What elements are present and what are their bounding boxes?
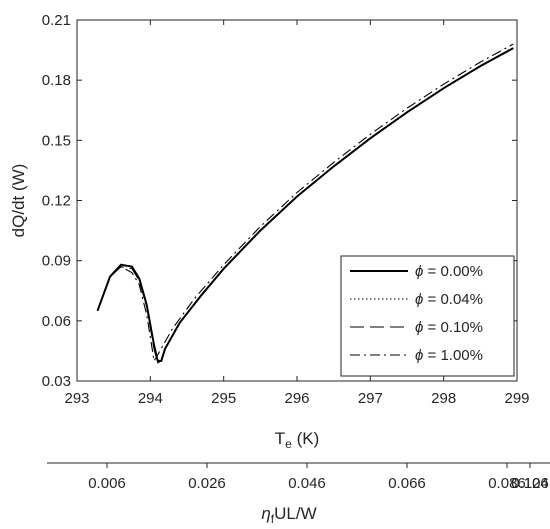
x-tick-label: 296 [284, 390, 309, 407]
secondary-tick-label: 0.086 [488, 475, 526, 492]
legend-label-3: ϕ = 1.00% [415, 347, 483, 364]
series-line-2 [96, 47, 514, 364]
legend-symbol: ϕ [415, 347, 423, 364]
secondary-axis-title-prefix: η [261, 504, 270, 523]
y-tick-label: 0.21 [42, 12, 71, 29]
x-axis-title-unit: (K) [292, 429, 319, 448]
x-tick-label: 299 [504, 390, 529, 407]
x-axis-title-sub: e [285, 437, 292, 451]
secondary-tick-label: 0.026 [188, 475, 226, 492]
legend-text: = 0.04% [423, 291, 483, 308]
legend-symbol: ϕ [415, 319, 423, 336]
x-axis-title: Te (K) [275, 429, 319, 451]
y-tick-label: 0.03 [42, 373, 71, 390]
plot-frame [76, 19, 518, 382]
legend-text: = 0.10% [423, 319, 483, 336]
x-axis-title-main: T [275, 429, 285, 448]
legend-text: = 0.00% [423, 263, 483, 280]
secondary-tick-label: 0.006 [88, 475, 126, 492]
legend-label-2: ϕ = 0.10% [415, 319, 483, 336]
y-tick-label: 0.12 [42, 193, 71, 210]
secondary-tick-label: 0.046 [288, 475, 326, 492]
legend-label-1: ϕ = 0.04% [415, 291, 483, 308]
x-tick-label: 298 [431, 390, 456, 407]
secondary-axis-title: ηfUL/W [261, 504, 316, 526]
legend-box [340, 255, 515, 377]
secondary-tick-label: 0.066 [388, 475, 426, 492]
y-tick-label: 0.06 [42, 313, 71, 330]
secondary-tick-label: 0.106 [511, 475, 549, 492]
x-tick-label: 293 [64, 390, 89, 407]
x-tick-label: 294 [138, 390, 163, 407]
x-tick-label: 295 [211, 390, 236, 407]
legend-symbol: ϕ [415, 291, 423, 308]
series-line-3 [109, 43, 514, 363]
legend: ϕ = 0.00%ϕ = 0.04%ϕ = 0.10%ϕ = 1.00% [340, 255, 515, 377]
y-tick-label: 0.15 [42, 132, 71, 149]
secondary-axis-title-sub: f [271, 512, 275, 526]
legend-label-0: ϕ = 0.00% [415, 263, 483, 280]
series-lines [96, 43, 514, 364]
x-axis-ticks: 293 294 295 296 297 298 299 [64, 20, 530, 407]
secondary-tick-label: 0.124 [511, 475, 549, 492]
secondary-axis-title-main: UL/W [274, 504, 317, 523]
y-tick-label: 0.09 [42, 253, 71, 270]
legend-symbol: ϕ [415, 263, 423, 280]
y-axis-title: dQ/dt (W) [9, 164, 28, 238]
y-tick-label: 0.18 [42, 72, 71, 89]
x-tick-label: 297 [358, 390, 383, 407]
legend-text: = 1.00% [423, 347, 483, 364]
